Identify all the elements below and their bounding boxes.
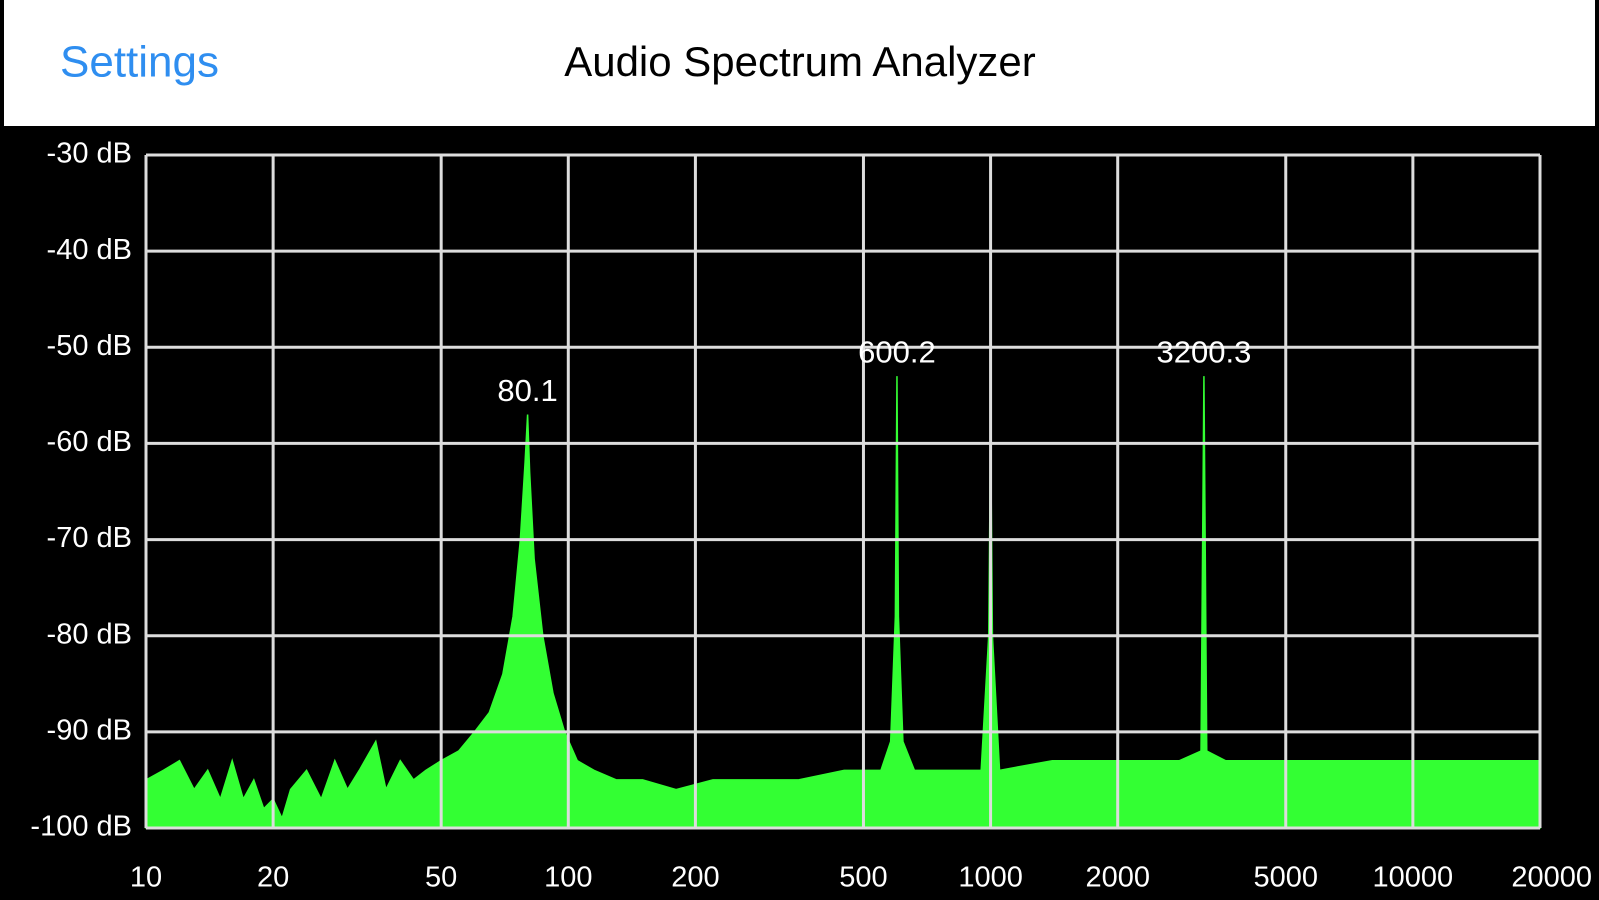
x-tick-label: 100 <box>544 862 592 894</box>
peak-label: 3200.3 <box>1157 334 1252 369</box>
x-tick-label: 200 <box>671 862 719 894</box>
y-tick-label: -70 dB <box>47 522 132 554</box>
x-tick-label: 1000 <box>958 862 1023 894</box>
y-tick-label: -90 dB <box>47 715 132 747</box>
y-tick-label: -100 dB <box>30 811 132 843</box>
y-tick-label: -30 dB <box>47 138 132 170</box>
x-tick-label: 500 <box>839 862 887 894</box>
x-tick-label: 5000 <box>1253 862 1318 894</box>
settings-button[interactable]: Settings <box>60 38 219 87</box>
x-tick-label: 20 <box>257 862 289 894</box>
app-title: Audio Spectrum Analyzer <box>564 38 1036 85</box>
y-tick-label: -50 dB <box>47 330 132 362</box>
x-tick-label: 10 <box>130 862 162 894</box>
x-tick-label: 50 <box>425 862 457 894</box>
peak-label: 80.1 <box>497 373 557 408</box>
x-tick-label: 2000 <box>1085 862 1150 894</box>
nav-bar <box>4 0 1595 126</box>
y-tick-label: -80 dB <box>47 618 132 650</box>
peak-label: 600.2 <box>858 334 936 369</box>
y-tick-label: -40 dB <box>47 234 132 266</box>
x-tick-label: 10000 <box>1373 862 1454 894</box>
x-tick-label: 20000 <box>1511 862 1592 894</box>
y-tick-label: -60 dB <box>47 426 132 458</box>
spectrum-area <box>145 376 1541 829</box>
